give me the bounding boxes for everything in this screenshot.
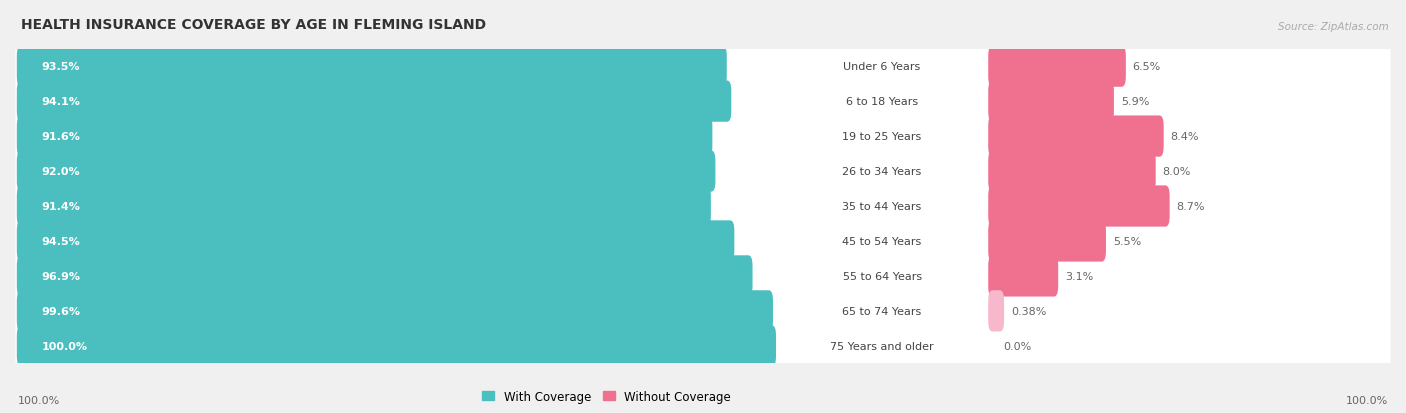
FancyBboxPatch shape: [15, 218, 1391, 265]
FancyBboxPatch shape: [988, 256, 1059, 297]
FancyBboxPatch shape: [988, 81, 1114, 122]
Text: 0.38%: 0.38%: [1011, 306, 1046, 316]
Text: 5.9%: 5.9%: [1121, 97, 1149, 107]
FancyBboxPatch shape: [17, 256, 752, 297]
Text: 0.0%: 0.0%: [1004, 341, 1032, 351]
Text: 65 to 74 Years: 65 to 74 Years: [842, 306, 922, 316]
Text: 19 to 25 Years: 19 to 25 Years: [842, 132, 922, 142]
Text: 99.6%: 99.6%: [42, 306, 80, 316]
FancyBboxPatch shape: [789, 46, 976, 88]
FancyBboxPatch shape: [988, 186, 1170, 227]
FancyBboxPatch shape: [789, 116, 976, 157]
FancyBboxPatch shape: [988, 221, 1107, 262]
FancyBboxPatch shape: [17, 81, 731, 122]
Text: 3.1%: 3.1%: [1066, 271, 1094, 281]
FancyBboxPatch shape: [988, 151, 1156, 192]
FancyBboxPatch shape: [789, 186, 976, 227]
FancyBboxPatch shape: [15, 323, 1391, 369]
FancyBboxPatch shape: [17, 325, 776, 367]
Text: 45 to 54 Years: 45 to 54 Years: [842, 236, 922, 247]
Text: 93.5%: 93.5%: [42, 62, 80, 72]
Text: 92.0%: 92.0%: [42, 166, 80, 177]
FancyBboxPatch shape: [789, 221, 976, 262]
FancyBboxPatch shape: [15, 148, 1391, 195]
Text: 8.4%: 8.4%: [1171, 132, 1199, 142]
FancyBboxPatch shape: [17, 221, 734, 262]
FancyBboxPatch shape: [789, 291, 976, 332]
FancyBboxPatch shape: [789, 81, 976, 122]
Legend: With Coverage, Without Coverage: With Coverage, Without Coverage: [478, 385, 735, 408]
Text: 94.5%: 94.5%: [42, 236, 80, 247]
Text: 26 to 34 Years: 26 to 34 Years: [842, 166, 922, 177]
FancyBboxPatch shape: [17, 151, 716, 192]
FancyBboxPatch shape: [789, 151, 976, 192]
Text: 55 to 64 Years: 55 to 64 Years: [842, 271, 922, 281]
Text: 8.0%: 8.0%: [1163, 166, 1191, 177]
Text: 94.1%: 94.1%: [42, 97, 80, 107]
FancyBboxPatch shape: [17, 116, 713, 157]
FancyBboxPatch shape: [15, 78, 1391, 125]
Text: 75 Years and older: 75 Years and older: [831, 341, 934, 351]
FancyBboxPatch shape: [988, 291, 1004, 332]
FancyBboxPatch shape: [789, 325, 976, 367]
Text: 6 to 18 Years: 6 to 18 Years: [846, 97, 918, 107]
Text: 100.0%: 100.0%: [42, 341, 87, 351]
Text: 35 to 44 Years: 35 to 44 Years: [842, 202, 922, 211]
Text: Under 6 Years: Under 6 Years: [844, 62, 921, 72]
Text: 96.9%: 96.9%: [42, 271, 80, 281]
FancyBboxPatch shape: [15, 183, 1391, 230]
Text: 5.5%: 5.5%: [1112, 236, 1142, 247]
Text: 100.0%: 100.0%: [1346, 395, 1388, 405]
FancyBboxPatch shape: [17, 46, 727, 88]
Text: HEALTH INSURANCE COVERAGE BY AGE IN FLEMING ISLAND: HEALTH INSURANCE COVERAGE BY AGE IN FLEM…: [21, 18, 486, 32]
Text: 100.0%: 100.0%: [18, 395, 60, 405]
Text: 91.4%: 91.4%: [42, 202, 80, 211]
FancyBboxPatch shape: [15, 288, 1391, 335]
FancyBboxPatch shape: [15, 114, 1391, 160]
FancyBboxPatch shape: [17, 291, 773, 332]
Text: 91.6%: 91.6%: [42, 132, 80, 142]
Text: 8.7%: 8.7%: [1177, 202, 1205, 211]
FancyBboxPatch shape: [15, 253, 1391, 299]
FancyBboxPatch shape: [789, 256, 976, 297]
FancyBboxPatch shape: [17, 186, 711, 227]
FancyBboxPatch shape: [15, 44, 1391, 90]
FancyBboxPatch shape: [988, 116, 1164, 157]
Text: 6.5%: 6.5%: [1133, 62, 1161, 72]
FancyBboxPatch shape: [988, 46, 1126, 88]
Text: Source: ZipAtlas.com: Source: ZipAtlas.com: [1278, 22, 1389, 32]
